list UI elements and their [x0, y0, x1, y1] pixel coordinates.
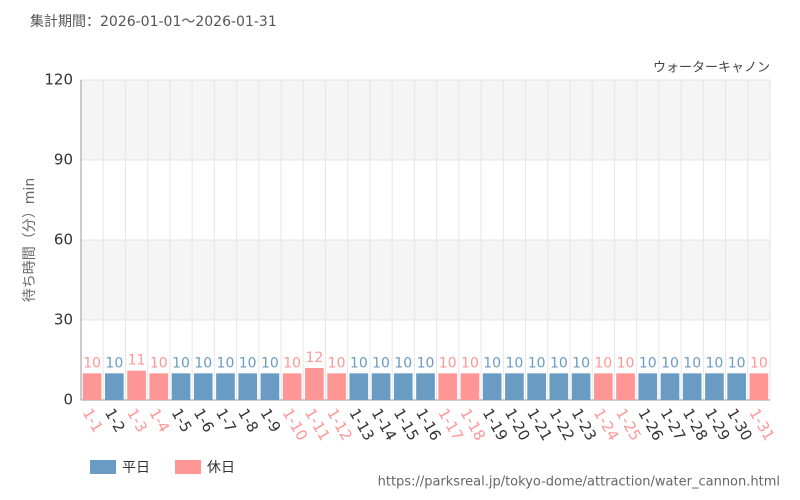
- data-label: 10: [328, 355, 346, 371]
- chart-title: ウォーターキャノン: [653, 61, 770, 76]
- data-label: 10: [172, 355, 190, 371]
- bar: [393, 373, 413, 400]
- bar: [238, 373, 258, 400]
- bar: [260, 373, 280, 400]
- data-label: 10: [683, 355, 701, 371]
- data-label: 10: [594, 355, 612, 371]
- data-label: 10: [528, 355, 546, 371]
- bar: [82, 373, 102, 400]
- data-label: 10: [706, 355, 724, 371]
- grid-band: [81, 80, 770, 160]
- bar: [371, 373, 391, 400]
- data-label: 10: [661, 355, 679, 371]
- data-label: 10: [105, 355, 123, 371]
- bar: [571, 373, 591, 400]
- bar: [727, 373, 746, 400]
- bar: [749, 373, 769, 400]
- x-tick-label: 1-7: [212, 405, 240, 435]
- bar: [460, 373, 480, 400]
- data-label: 10: [439, 355, 457, 371]
- data-label: 11: [128, 353, 146, 369]
- y-tick-label: 60: [54, 231, 73, 249]
- data-label: 10: [394, 355, 412, 371]
- legend-swatch: [175, 460, 201, 474]
- x-tick-label: 1-6: [190, 405, 218, 435]
- bar: [327, 373, 346, 400]
- y-axis-label: 待ち時間（分）min: [22, 178, 38, 302]
- bar: [127, 370, 146, 400]
- legend-swatch: [90, 460, 116, 474]
- bar: [616, 373, 635, 400]
- data-label: 10: [639, 355, 657, 371]
- data-label: 10: [750, 355, 768, 371]
- bar: [349, 373, 369, 400]
- x-tick-label: 1-4: [145, 405, 173, 435]
- data-label: 10: [261, 355, 279, 371]
- data-label: 10: [617, 355, 635, 371]
- bar: [438, 373, 458, 400]
- data-label: 10: [372, 355, 390, 371]
- data-label: 10: [417, 355, 435, 371]
- chart-subtitle: 集計期間：2026-01-01～2026-01-31: [30, 13, 277, 30]
- bar: [705, 373, 724, 400]
- bar: [505, 373, 524, 400]
- x-tick-label: 1-9: [257, 405, 285, 435]
- y-tick-label: 30: [54, 311, 73, 329]
- bar: [638, 373, 658, 400]
- x-tick-label: 1-1: [79, 405, 107, 435]
- bar: [149, 373, 169, 400]
- data-label: 10: [483, 355, 501, 371]
- legend-label: 休日: [207, 460, 235, 476]
- y-tick-label: 120: [44, 71, 73, 89]
- data-label: 10: [239, 355, 257, 371]
- data-label: 10: [505, 355, 523, 371]
- data-label: 10: [194, 355, 212, 371]
- data-label: 10: [83, 355, 101, 371]
- bar: [660, 373, 680, 400]
- data-label: 10: [728, 355, 746, 371]
- bar: [682, 373, 702, 400]
- data-label: 10: [461, 355, 479, 371]
- source-url: https://parksreal.jp/tokyo-dome/attracti…: [378, 475, 780, 490]
- data-label: 10: [217, 355, 235, 371]
- data-label: 12: [305, 350, 323, 366]
- x-tick-label: 1-5: [168, 405, 196, 435]
- bar: [549, 373, 569, 400]
- x-tick-label: 1-8: [234, 405, 262, 435]
- bar: [105, 373, 124, 400]
- y-tick-label: 0: [63, 391, 73, 409]
- bar: [527, 373, 546, 400]
- data-label: 10: [150, 355, 168, 371]
- bar: [216, 373, 235, 400]
- bar: [193, 373, 213, 400]
- data-label: 10: [350, 355, 368, 371]
- y-tick-label: 90: [54, 151, 73, 169]
- bar: [593, 373, 613, 400]
- x-tick-label: 1-3: [123, 405, 151, 435]
- legend-label: 平日: [122, 460, 150, 476]
- data-label: 10: [550, 355, 568, 371]
- bar: [305, 368, 324, 400]
- data-label: 10: [572, 355, 590, 371]
- grid-band: [81, 240, 770, 320]
- bar: [282, 373, 302, 400]
- x-tick-label: 1-2: [101, 405, 129, 435]
- bar: [416, 373, 435, 400]
- bar: [482, 373, 502, 400]
- data-label: 10: [283, 355, 301, 371]
- bar: [171, 373, 191, 400]
